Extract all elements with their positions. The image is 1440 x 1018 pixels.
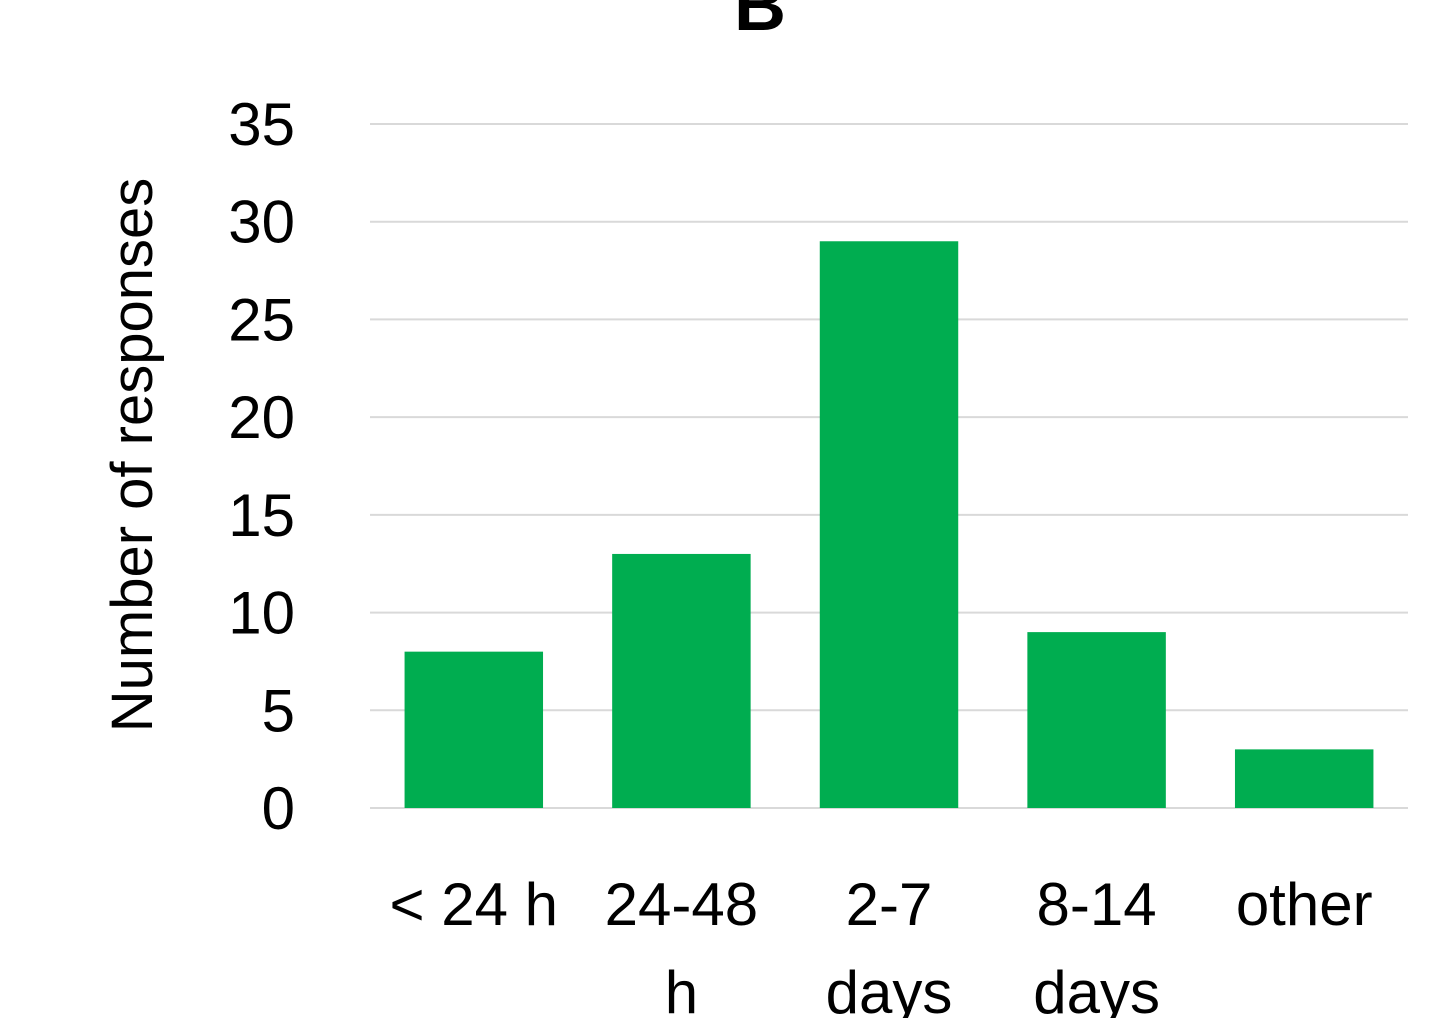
x-axis-ticks: < 24 h 24-48 h 2-7 days 8-14 days other [390,871,1373,1018]
x-tick-label: 24-48 h [605,871,758,1018]
x-tick-label-line: < 24 h [390,871,559,938]
y-tick-label: 25 [228,286,295,353]
x-tick-label-line: 24-48 [605,871,758,938]
y-tick-label: 0 [262,775,295,842]
x-tick-label-line: h [665,959,698,1018]
x-tick-label-line: days [1033,959,1160,1018]
panel-label: B [734,0,786,46]
x-tick-label: 8-14 days [1033,871,1160,1018]
bar [612,553,751,808]
y-tick-label: 5 [262,677,295,744]
bar [404,651,544,808]
y-tick-label: 20 [228,384,295,451]
bar [819,241,959,808]
x-tick-label: 2-7 days [826,871,953,1018]
x-tick-label-line: days [826,959,953,1018]
x-tick-label: other [1236,871,1373,938]
y-tick-label: 10 [228,580,295,647]
x-tick-label-line: 2-7 [846,871,933,938]
y-tick-label: 35 [228,91,295,158]
x-tick-label-line: other [1236,871,1373,938]
bar [1234,749,1374,808]
y-axis-ticks: 0 5 10 15 20 25 30 35 [228,91,295,842]
x-tick-label-line: 8-14 [1037,871,1157,938]
y-tick-label: 15 [228,482,295,549]
y-tick-label: 30 [228,189,295,256]
bars [404,241,1374,808]
y-axis-title: Number of responses [100,178,165,732]
x-tick-label: < 24 h [390,871,559,938]
bar [1027,632,1166,808]
